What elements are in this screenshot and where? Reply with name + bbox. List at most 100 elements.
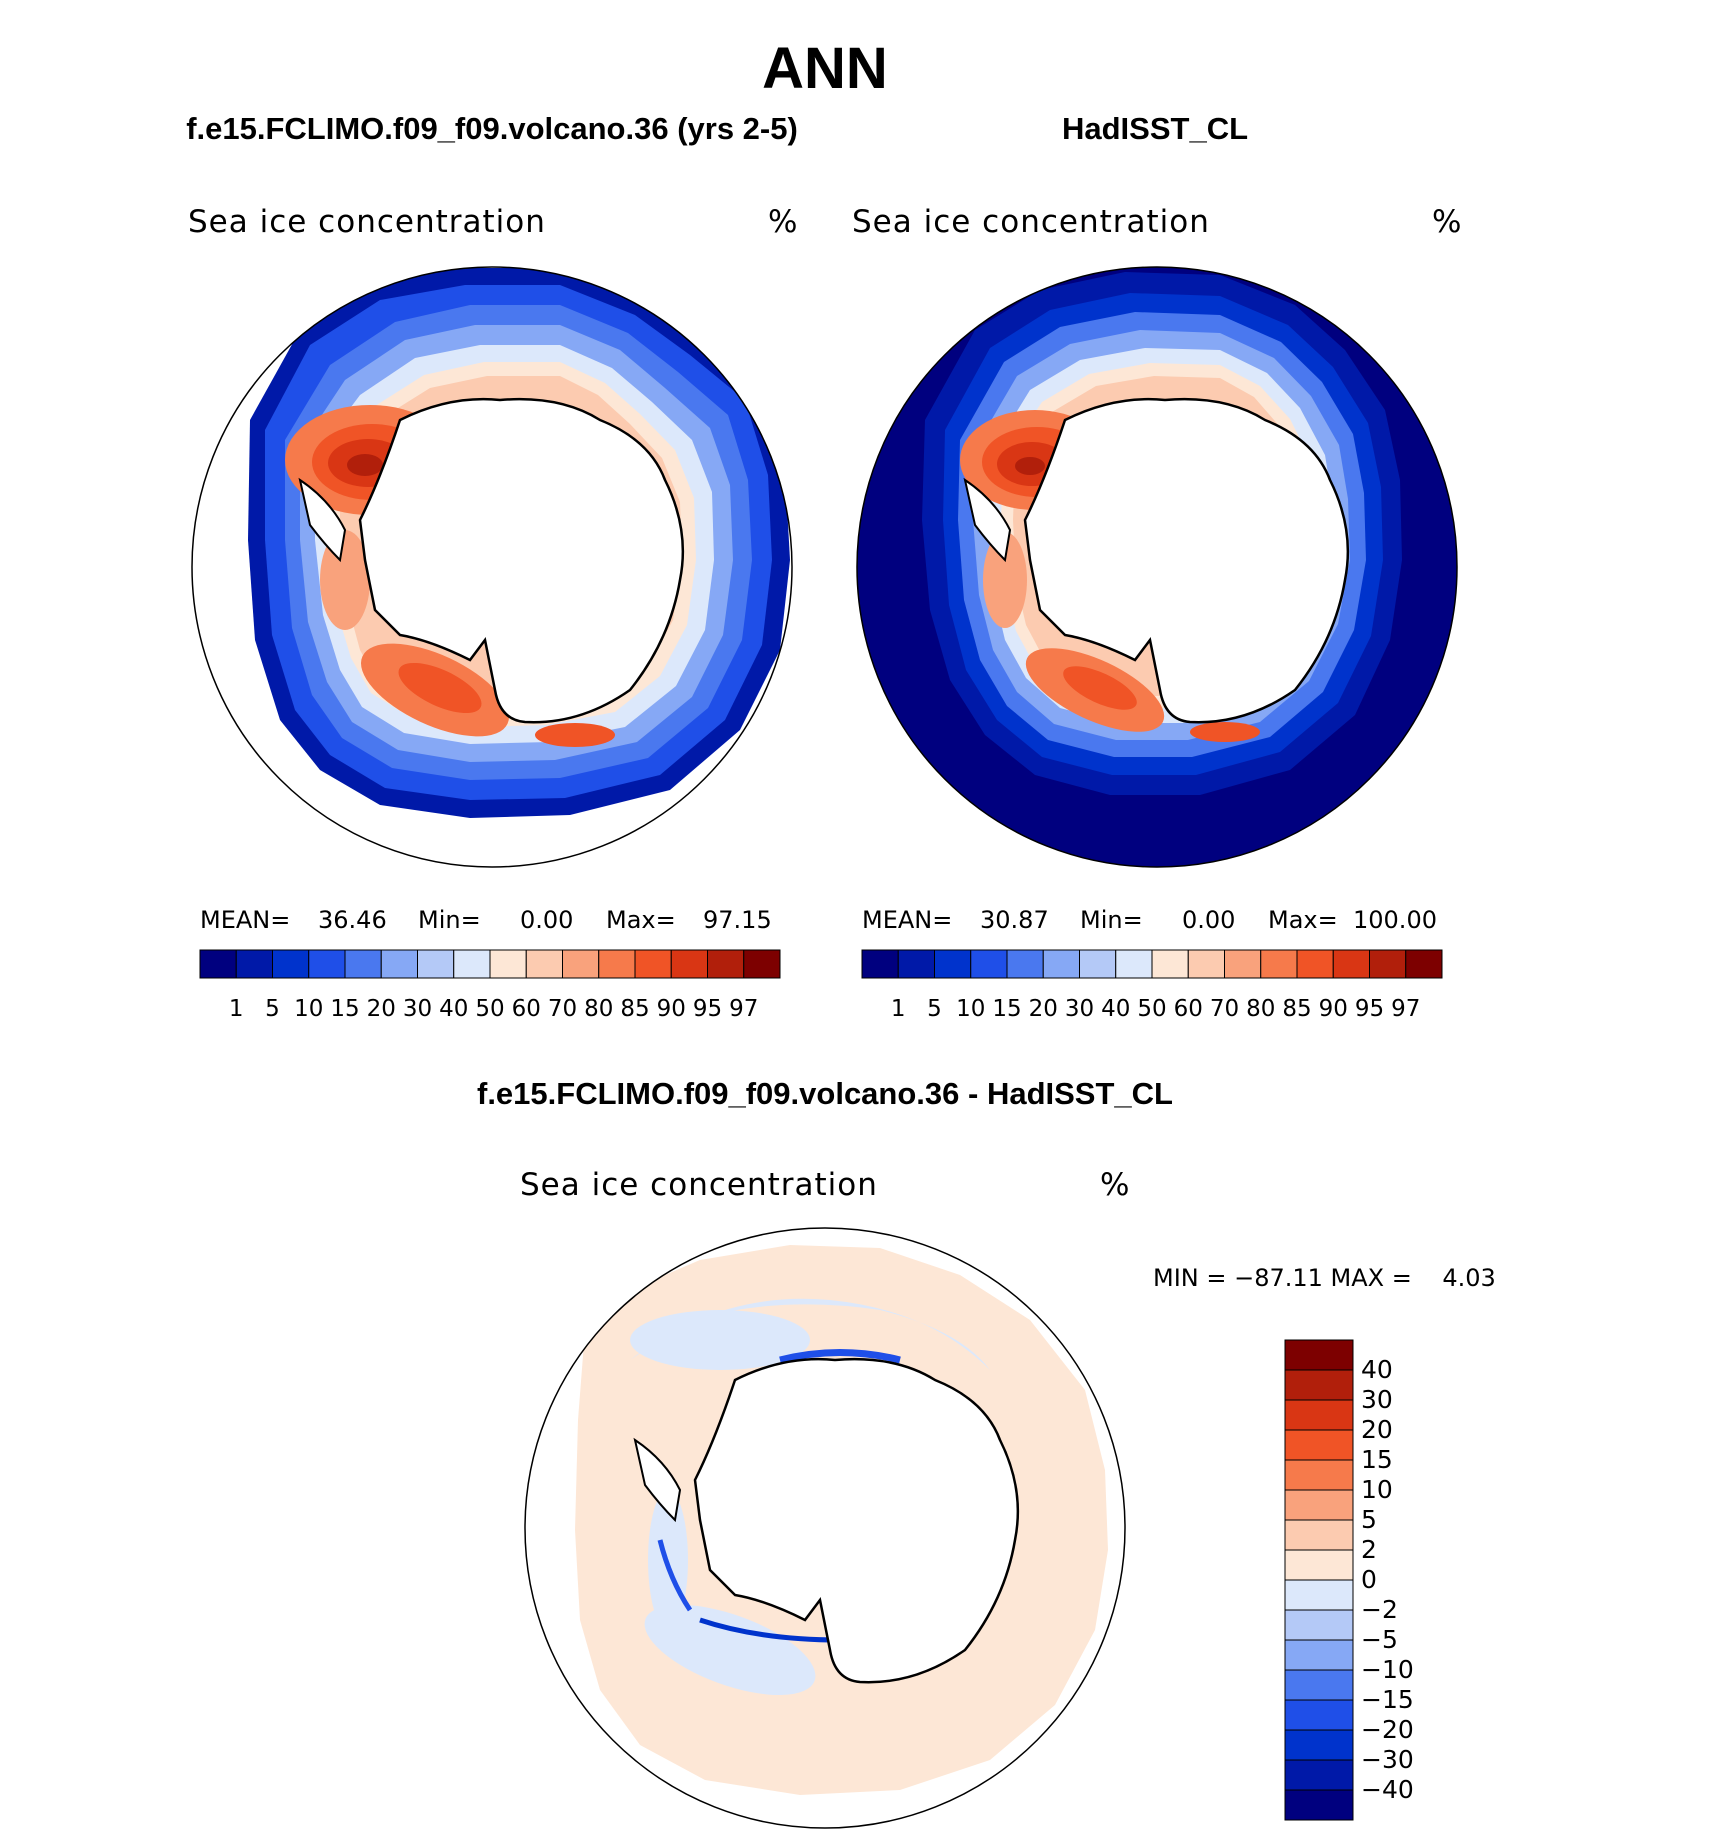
left-colorbar-swatch [453, 949, 491, 979]
left-colorbar-swatch [199, 949, 237, 979]
left-colorbar-swatch [417, 949, 455, 979]
left-colorbar-tick-label: 30 [403, 996, 432, 1022]
left-colorbar-tick-label: 40 [439, 996, 468, 1022]
diff-colorbar-swatch [1284, 1759, 1354, 1791]
diff-colorbar-tick-label: −2 [1361, 1595, 1398, 1624]
figure-title: ANN [762, 36, 888, 101]
right-colorbar-tick-label: 30 [1065, 996, 1094, 1022]
left-colorbar-swatch [598, 949, 636, 979]
right-stats: MEAN= 30.87 Min= 0.00 Max= 100.00 [862, 906, 1437, 934]
diff-colorbar-swatch [1284, 1459, 1354, 1491]
left-colorbar-swatch [634, 949, 672, 979]
left-colorbar-tick-label: 10 [294, 996, 323, 1022]
left-colorbar-swatch [489, 949, 527, 979]
right-mean-label: MEAN= [862, 906, 952, 934]
right-colorbar-swatch [1369, 949, 1407, 979]
diff-colorbar-tick-label: −15 [1361, 1685, 1414, 1714]
diff-variable-label: Sea ice concentration [520, 1167, 878, 1203]
left-max-label: Max= [606, 906, 676, 934]
right-colorbar-swatch [1187, 949, 1225, 979]
right-colorbar-tick-label: 40 [1101, 996, 1130, 1022]
left-colorbar-swatch [235, 949, 273, 979]
left-colorbar-swatch [308, 949, 346, 979]
left-colorbar-tick-label: 85 [620, 996, 649, 1022]
left-map [191, 266, 793, 868]
left-max-value: 97.15 [703, 906, 772, 934]
right-colorbar-swatch [1042, 949, 1080, 979]
right-colorbar-tick-label: 5 [927, 996, 942, 1022]
right-colorbar-swatch [1296, 949, 1334, 979]
diff-colorbar-tick-label: 30 [1361, 1385, 1393, 1414]
diff-colorbar-swatch [1284, 1639, 1354, 1671]
right-colorbar-tick-label: 10 [956, 996, 985, 1022]
left-colorbar-swatch [670, 949, 708, 979]
left-colorbar-tick-label: 95 [693, 996, 722, 1022]
right-min-value: 0.00 [1182, 906, 1235, 934]
right-colorbar: 1 5 10 15 20 30 40 50 60 70 80 85 90 95 97 [861, 949, 1443, 1022]
diff-colorbar-swatch [1284, 1699, 1354, 1731]
diff-colorbar-swatch [1284, 1369, 1354, 1401]
diff-colorbar-tick-label: 40 [1361, 1355, 1393, 1384]
right-colorbar-tick-label: 90 [1319, 996, 1348, 1022]
right-colorbar-tick-label: 50 [1137, 996, 1166, 1022]
left-colorbar-tick-label: 1 [229, 996, 244, 1022]
right-colorbar-swatch [1332, 949, 1370, 979]
left-colorbar-tick-label: 97 [729, 996, 758, 1022]
right-colorbar-tick-label: 60 [1174, 996, 1203, 1022]
left-colorbar-swatch [344, 949, 382, 979]
right-colorbar-tick-label: 95 [1355, 996, 1384, 1022]
diff-colorbar-swatch [1284, 1789, 1354, 1821]
left-mean-value: 36.46 [318, 906, 387, 934]
diff-colorbar-swatch [1284, 1519, 1354, 1551]
left-min-label: Min= [418, 906, 481, 934]
right-variable-label: Sea ice concentration [852, 204, 1210, 240]
panel-left-title: f.e15.FCLIMO.f09_f09.volcano.36 (yrs 2-5… [186, 111, 798, 146]
left-colorbar-tick-label: 5 [265, 996, 280, 1022]
left-variable-label: Sea ice concentration [188, 204, 546, 240]
diff-colorbar-tick-label: 2 [1361, 1535, 1377, 1564]
left-colorbar-tick-label: 20 [367, 996, 396, 1022]
right-colorbar-swatch [970, 949, 1008, 979]
right-colorbar-swatch [934, 949, 972, 979]
right-colorbar-tick-label: 97 [1391, 996, 1420, 1022]
diff-colorbar-swatch [1284, 1669, 1354, 1701]
right-colorbar-swatch [1224, 949, 1262, 979]
diff-colorbar-swatch [1284, 1489, 1354, 1521]
diff-colorbar-tick-label: 20 [1361, 1415, 1393, 1444]
diff-units-label: % [1100, 1167, 1130, 1203]
right-colorbar-swatch [1079, 949, 1117, 979]
diff-colorbar-tick-label: −5 [1361, 1625, 1398, 1654]
diff-colorbar-tick-label: −10 [1361, 1655, 1414, 1684]
left-colorbar: 1 5 10 15 20 30 40 50 60 70 80 85 90 95 97 [199, 949, 781, 1022]
left-colorbar-swatch [707, 949, 745, 979]
diff-colorbar-tick-label: −40 [1361, 1775, 1414, 1804]
panel-right-title: HadISST_CL [1062, 111, 1248, 146]
diff-colorbar-tick-label: −30 [1361, 1745, 1414, 1774]
left-colorbar-tick-label: 90 [657, 996, 686, 1022]
right-max-label: Max= [1268, 906, 1338, 934]
diff-colorbar-tick-label: 15 [1361, 1445, 1393, 1474]
left-colorbar-tick-label: 70 [548, 996, 577, 1022]
right-colorbar-tick-label: 85 [1282, 996, 1311, 1022]
left-colorbar-tick-label: 60 [512, 996, 541, 1022]
right-min-label: Min= [1080, 906, 1143, 934]
left-stats: MEAN= 36.46 Min= 0.00 Max= 97.15 [200, 906, 772, 934]
left-min-value: 0.00 [520, 906, 573, 934]
diff-colorbar-tick-label: −20 [1361, 1715, 1414, 1744]
diff-colorbar-swatch [1284, 1429, 1354, 1461]
right-units-label: % [1432, 204, 1462, 240]
right-colorbar-tick-label: 20 [1029, 996, 1058, 1022]
left-colorbar-tick-label: 50 [475, 996, 504, 1022]
right-colorbar-swatch [861, 949, 899, 979]
right-colorbar-swatch [1115, 949, 1153, 979]
diff-colorbar-swatch [1284, 1579, 1354, 1611]
diff-colorbar-swatch [1284, 1339, 1354, 1371]
left-colorbar-swatch [743, 949, 781, 979]
right-colorbar-swatch [1151, 949, 1189, 979]
diff-colorbar-swatch [1284, 1399, 1354, 1431]
left-colorbar-tick-label: 15 [330, 996, 359, 1022]
right-colorbar-swatch [1405, 949, 1443, 979]
left-colorbar-swatch [525, 949, 563, 979]
diff-colorbar-tick-label: 5 [1361, 1505, 1377, 1534]
right-colorbar-tick-label: 15 [992, 996, 1021, 1022]
